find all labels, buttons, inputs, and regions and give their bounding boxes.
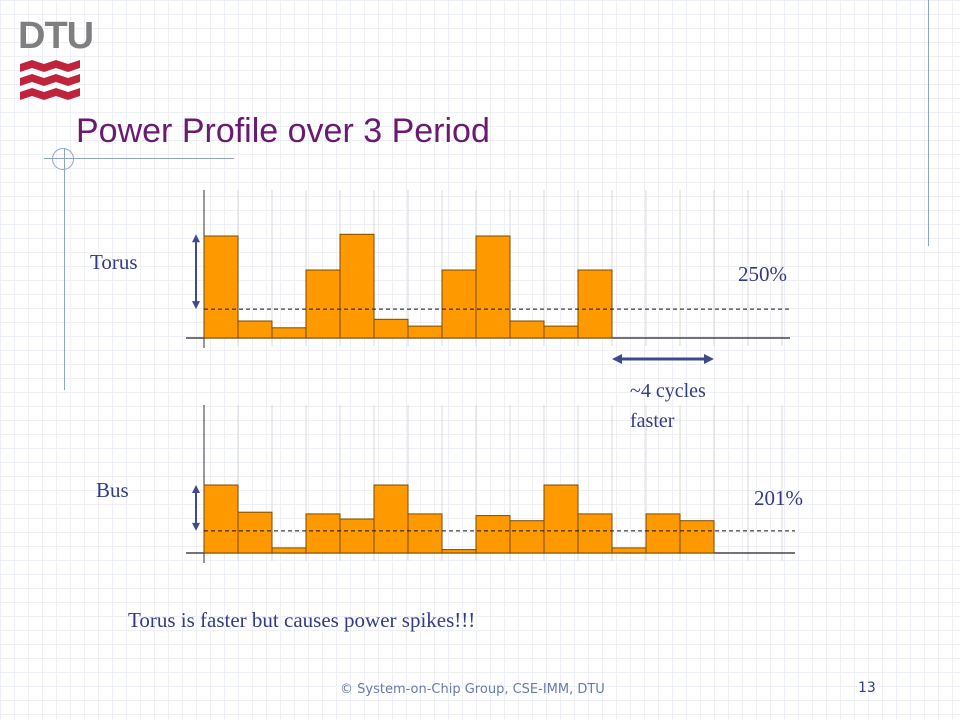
bus-label: Bus (96, 478, 129, 502)
torus-arrow-up-icon (192, 234, 200, 243)
torus-bar (577, 269, 613, 339)
cycles-annotation-line1: ~4 cycles (630, 380, 706, 402)
logo-text: DTU (18, 15, 94, 57)
footer-copyright: © System-on-Chip Group, CSE-IMM, DTU (340, 682, 605, 697)
bus-bar (543, 484, 579, 554)
bus-arrow-up-icon (192, 485, 200, 493)
decor-line-right (928, 0, 929, 246)
bus-bar (577, 513, 613, 554)
bus-percent-label: 201% (754, 486, 803, 510)
cycles-annotation: ~4 cycles faster (630, 376, 706, 436)
bus-bar (271, 547, 307, 554)
decor-line-vertical (64, 148, 65, 390)
conclusion-text: Torus is faster but causes power spikes!… (128, 608, 476, 632)
torus-bar (475, 235, 511, 339)
logo-wave-icon (20, 60, 80, 100)
torus-bar (407, 325, 443, 339)
torus-bar (373, 318, 409, 339)
torus-bar (441, 269, 477, 339)
bus-bar (203, 484, 239, 554)
torus-label: Torus (90, 250, 138, 274)
torus-bar (509, 320, 545, 339)
cycles-arrow-left-icon (612, 354, 622, 364)
torus-bar (543, 325, 579, 339)
bus-bar (305, 513, 341, 554)
torus-bar (203, 235, 239, 339)
bus-bar (339, 518, 375, 554)
torus-percent-label: 250% (738, 262, 787, 286)
torus-bar (271, 327, 307, 339)
dtu-logo: DTU (18, 15, 94, 112)
page-number: 13 (858, 680, 876, 696)
bus-bar (679, 520, 715, 554)
torus-bar (237, 320, 273, 339)
cycles-arrow-right-icon (704, 354, 714, 364)
bus-bar (407, 513, 443, 554)
bus-bar (237, 511, 273, 554)
bus-bar (373, 484, 409, 554)
cycles-annotation-line2: faster (630, 410, 675, 432)
bus-bar (611, 547, 647, 554)
decor-circle (52, 148, 74, 170)
torus-bar (305, 269, 341, 339)
decor-line-horizontal (44, 158, 234, 159)
bus-bar (645, 513, 681, 554)
bus-bar (509, 520, 545, 554)
bus-arrow-down-icon (192, 522, 200, 531)
bus-bar (441, 549, 477, 554)
torus-bar (339, 233, 375, 339)
bus-bar (475, 515, 511, 554)
slide-title: Power Profile over 3 Period (76, 112, 490, 150)
torus-arrow-down-icon (192, 301, 200, 310)
